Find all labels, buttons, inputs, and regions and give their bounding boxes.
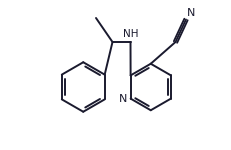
Text: N: N xyxy=(119,94,127,104)
Text: N: N xyxy=(187,8,195,18)
Text: NH: NH xyxy=(123,29,138,39)
